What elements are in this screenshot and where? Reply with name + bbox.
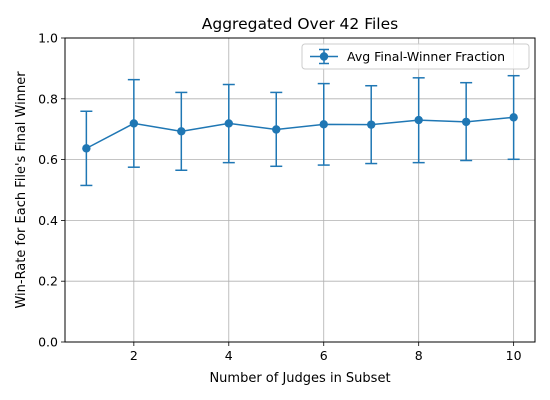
data-point bbox=[82, 144, 91, 153]
data-point bbox=[509, 113, 518, 122]
y-tick-label: 0.8 bbox=[38, 91, 58, 106]
x-tick-label: 10 bbox=[506, 348, 522, 363]
y-tick-label: 0.2 bbox=[38, 274, 58, 289]
legend-box bbox=[301, 43, 530, 70]
plot-frame bbox=[64, 37, 536, 343]
legend-label: Avg Final-Winner Fraction bbox=[347, 49, 505, 64]
data-point bbox=[461, 117, 471, 127]
axis-ticks: 2 4 6 8 10 0.0 0.2 0.4 0.6 0.8 1.0 bbox=[38, 31, 522, 364]
data-points bbox=[82, 113, 518, 153]
chart-title: Aggregated Over 42 Files bbox=[202, 15, 398, 33]
y-tick-label: 0.4 bbox=[38, 213, 58, 228]
series-line bbox=[86, 116, 514, 150]
data-point bbox=[177, 127, 186, 136]
y-axis-title: Win-Rate for Each File's Final Winner bbox=[14, 71, 29, 309]
data-point bbox=[272, 125, 281, 134]
legend-swatch-marker bbox=[319, 52, 329, 61]
data-point bbox=[319, 120, 328, 129]
x-tick-label: 2 bbox=[130, 348, 138, 363]
x-tick-label: 8 bbox=[415, 348, 423, 363]
data-point bbox=[367, 120, 376, 129]
series-line-layer bbox=[86, 116, 514, 150]
y-tick-label: 0.0 bbox=[38, 335, 58, 350]
x-tick-label: 6 bbox=[320, 348, 328, 363]
data-point bbox=[129, 119, 139, 128]
y-tick-label: 1.0 bbox=[38, 31, 58, 46]
y-tick-label: 0.6 bbox=[38, 152, 58, 167]
x-tick-label: 4 bbox=[225, 348, 233, 363]
legend: Avg Final-Winner Fraction bbox=[301, 43, 530, 70]
data-point bbox=[414, 115, 423, 125]
x-axis-title: Number of Judges in Subset bbox=[209, 371, 390, 386]
data-point bbox=[224, 119, 233, 128]
legend-swatch bbox=[310, 48, 338, 65]
